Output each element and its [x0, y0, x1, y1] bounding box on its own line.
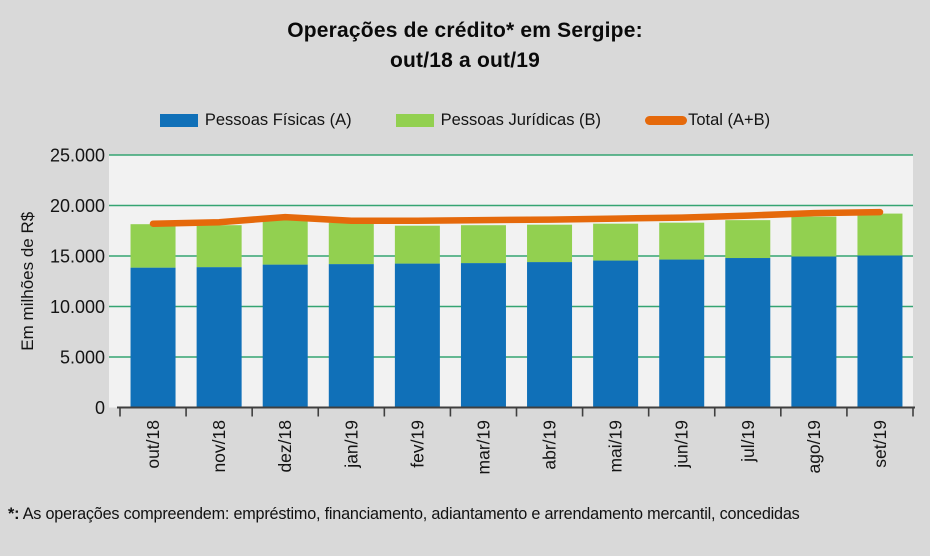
x-tick-label: fev/19: [407, 420, 427, 468]
bar-pessoas-juridicas: [130, 224, 176, 268]
bar-pessoas-fisicas: [593, 260, 639, 408]
bar-pessoas-juridicas: [857, 213, 903, 256]
total-line: [149, 208, 884, 227]
bar-pessoas-juridicas: [328, 222, 374, 265]
bar-pessoas-juridicas: [791, 216, 837, 257]
x-tick-label: out/18: [143, 420, 163, 469]
y-tick-label: 15.000: [50, 247, 105, 267]
y-tick-label: 10.000: [50, 297, 105, 317]
bar-pessoas-juridicas: [460, 225, 506, 264]
bar-pessoas-fisicas: [394, 263, 440, 408]
x-tick-label: nov/18: [209, 420, 229, 473]
bar-pessoas-juridicas: [262, 218, 308, 265]
legend-label-pessoas-juridicas: Pessoas Jurídicas (B): [440, 110, 602, 129]
bar-pessoas-fisicas: [196, 267, 242, 408]
legend-item-total: Total (A+B): [645, 111, 770, 130]
bar-pessoas-fisicas: [460, 263, 506, 408]
legend-item-pessoas-fisicas: Pessoas Físicas (A): [159, 110, 352, 130]
x-tick-label: set/19: [870, 420, 890, 468]
legend-swatch-blue-bar-icon: [159, 113, 198, 127]
legend-item-pessoas-juridicas: Pessoas Jurídicas (B): [395, 110, 602, 130]
x-tick-label: dez/18: [275, 420, 295, 473]
bar-pessoas-juridicas: [593, 223, 639, 261]
legend-label-pessoas-fisicas: Pessoas Físicas (A): [204, 110, 352, 129]
legend-swatch-orange-line-icon: [645, 115, 688, 125]
x-tick-label: ago/19: [804, 420, 824, 474]
y-axis-title: Em milhões de R$: [18, 211, 37, 350]
chart-title: Operações de crédito* em Sergipe: out/18…: [0, 16, 930, 76]
footnote: *: As operações compreendem: empréstimo,…: [8, 503, 928, 525]
bar-pessoas-juridicas: [725, 220, 771, 259]
plot-area: [109, 155, 913, 408]
bar-pessoas-fisicas: [659, 259, 705, 408]
y-tick-label: 25.000: [50, 146, 105, 166]
bar-pessoas-fisicas: [791, 256, 837, 408]
x-tick-label: jan/19: [341, 420, 361, 469]
bar-pessoas-fisicas: [130, 267, 176, 408]
bar-pessoas-fisicas: [527, 262, 573, 408]
bar-pessoas-juridicas: [394, 225, 440, 264]
y-tick-label: 0: [95, 398, 105, 418]
bar-pessoas-juridicas: [527, 224, 573, 263]
bar-pessoas-juridicas: [196, 225, 242, 268]
chart-title-line2: out/18 a out/19: [389, 49, 541, 72]
x-tick-label: jun/19: [672, 420, 692, 469]
bar-pessoas-fisicas: [262, 264, 308, 408]
x-tick-label: abr/19: [540, 420, 560, 470]
bar-pessoas-fisicas: [857, 255, 903, 408]
chart-canvas: 0 5.000 10.000 15.000 20.000 25.000 Em milhões…: [18, 146, 915, 474]
chart-legend: Pessoas Físicas (A) Pessoas Jurídicas (B…: [0, 106, 930, 134]
chart-title-line1: Operações de crédito* em Sergipe:: [287, 19, 643, 42]
x-tick-label: mai/19: [606, 420, 626, 473]
y-tick-label: 20.000: [50, 196, 105, 216]
legend-swatch-green-bar-icon: [395, 113, 434, 127]
x-tick-label: mar/19: [473, 420, 493, 474]
footnote-marker: *:: [8, 505, 20, 523]
bar-pessoas-fisicas: [328, 264, 374, 408]
bar-pessoas-juridicas: [659, 222, 705, 260]
legend-label-total: Total (A+B): [688, 110, 771, 129]
x-tick-label: jul/19: [738, 420, 758, 463]
bar-pessoas-fisicas: [725, 258, 771, 408]
footnote-text: As operações compreendem: empréstimo, fi…: [19, 505, 800, 523]
y-tick-label: 5.000: [60, 348, 105, 368]
